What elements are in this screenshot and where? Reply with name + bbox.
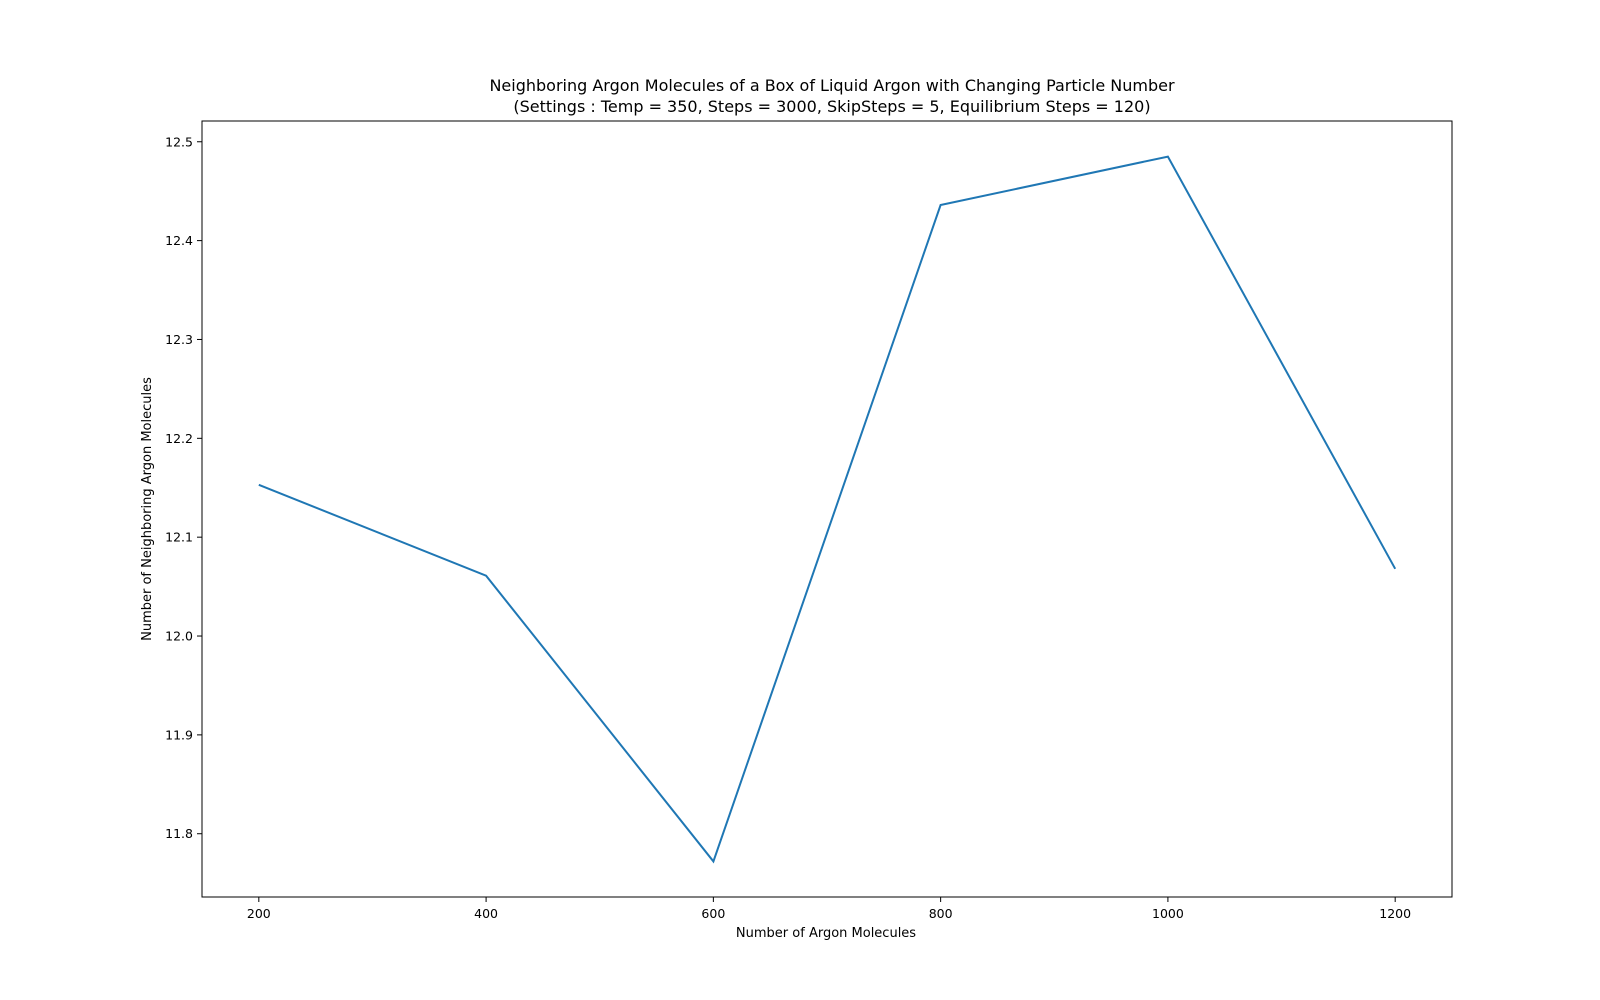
chart-title: Neighboring Argon Molecules of a Box of … [489,76,1175,95]
y-tick-label: 11.9 [165,727,193,742]
x-axis: 200 400 600 800 1000 1200 [247,897,1411,921]
y-tick-label: 11.8 [165,826,193,841]
y-tick-label: 12.4 [165,233,193,248]
chart-subtitle: (Settings : Temp = 350, Steps = 3000, Sk… [513,97,1150,116]
plot-area-frame [201,120,1453,898]
data-series-line [258,155,1397,864]
x-tick-label: 1000 [1152,906,1184,921]
x-axis-label: Number of Argon Molecules [736,926,916,941]
y-tick-label: 12.3 [165,332,193,347]
x-tick-label: 800 [929,906,953,921]
y-tick-label: 12.5 [165,134,193,149]
x-tick-label: 1200 [1379,906,1411,921]
x-tick-label: 400 [474,906,498,921]
y-tick-label: 12.1 [165,530,193,545]
y-axis: 11.8 11.9 12.0 12.1 12.2 12.3 12.4 12.5 [165,134,202,841]
y-tick-label: 12.0 [165,629,193,644]
x-tick-label: 600 [701,906,725,921]
y-tick-label: 12.2 [165,431,193,446]
x-tick-label: 200 [247,906,271,921]
y-axis-label: Number of Neighboring Argon Molecules [140,377,155,641]
